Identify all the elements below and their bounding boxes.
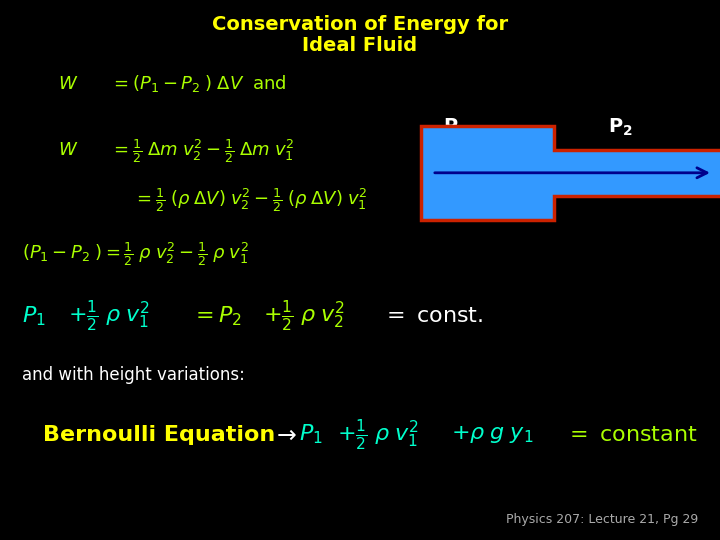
Text: $+ \frac{1}{2}\;\rho\;v_1^{2}$: $+ \frac{1}{2}\;\rho\;v_1^{2}$ bbox=[68, 299, 150, 333]
Text: $=$ constant: $=$ constant bbox=[565, 424, 698, 445]
Text: $\mathbf{P_2}$: $\mathbf{P_2}$ bbox=[608, 116, 634, 138]
Text: $P_1$: $P_1$ bbox=[22, 304, 45, 328]
Text: $+ \frac{1}{2}\;\rho\;v_2^{2}$: $+ \frac{1}{2}\;\rho\;v_2^{2}$ bbox=[263, 299, 345, 333]
Text: $+ \frac{1}{2}\;\rho\;v_1^{2}$: $+ \frac{1}{2}\;\rho\;v_1^{2}$ bbox=[337, 417, 419, 452]
Text: Physics 207: Lecture 21, Pg 29: Physics 207: Lecture 21, Pg 29 bbox=[506, 514, 698, 526]
Text: Ideal Fluid: Ideal Fluid bbox=[302, 36, 418, 56]
Text: $=$ const.: $=$ const. bbox=[382, 306, 483, 326]
Text: Conservation of Energy for: Conservation of Energy for bbox=[212, 15, 508, 34]
Text: Bernoulli Equation: Bernoulli Equation bbox=[43, 424, 276, 445]
Text: $= P_2$: $= P_2$ bbox=[191, 304, 242, 328]
Text: $\rightarrow$: $\rightarrow$ bbox=[272, 423, 297, 447]
Text: $P_1$: $P_1$ bbox=[299, 423, 323, 447]
Text: and with height variations:: and with height variations: bbox=[22, 366, 245, 384]
Polygon shape bbox=[421, 125, 720, 220]
Text: $\mathbf{P_1}$: $\mathbf{P_1}$ bbox=[443, 116, 468, 138]
Text: $+ \rho\;g\;y_1$: $+ \rho\;g\;y_1$ bbox=[451, 424, 534, 445]
Text: $W$      $= (P_1 - P_2\;)\;\Delta V\;$ and: $W$ $= (P_1 - P_2\;)\;\Delta V\;$ and bbox=[58, 73, 286, 94]
Text: $= \frac{1}{2}\;(\rho\;\Delta V)\;v_2^{2} - \frac{1}{2}\;(\rho\;\Delta V)\;v_1^{: $= \frac{1}{2}\;(\rho\;\Delta V)\;v_2^{2… bbox=[133, 186, 368, 214]
Text: $W$      $= \frac{1}{2}\;\Delta m\;v_2^{2} - \frac{1}{2}\;\Delta m\;v_1^{2}$: $W$ $= \frac{1}{2}\;\Delta m\;v_2^{2} - … bbox=[58, 137, 294, 165]
Text: $(P_1 - P_2\;) = \frac{1}{2}\;\rho\;v_2^{2} - \frac{1}{2}\;\rho\;v_1^{2}$: $(P_1 - P_2\;) = \frac{1}{2}\;\rho\;v_2^… bbox=[22, 240, 248, 268]
